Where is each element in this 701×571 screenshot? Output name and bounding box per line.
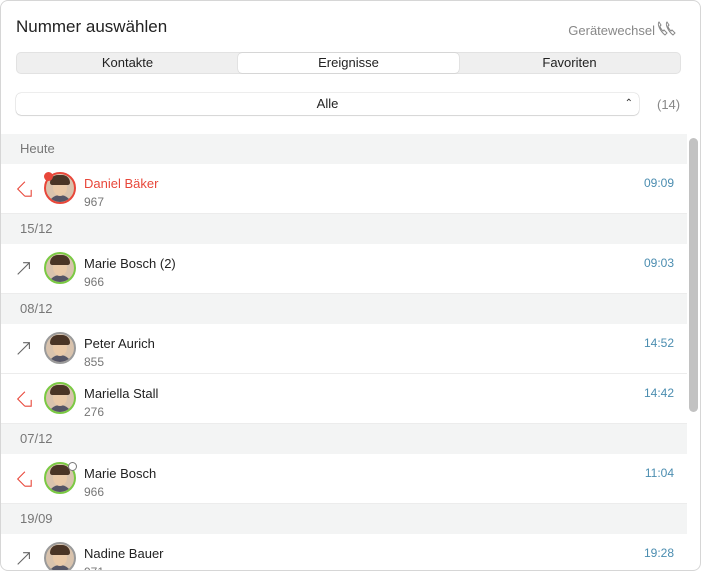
list-item[interactable]: Peter Aurich 855 14:52 — [1, 324, 687, 374]
list-item[interactable]: Marie Bosch 966 11:04 — [1, 454, 687, 504]
section-header: 19/09 — [1, 504, 687, 534]
event-list: Heute Daniel Bäker 967 09:09 15/12 Marie … — [1, 134, 687, 570]
contact-name: Peter Aurich — [84, 336, 155, 351]
phone-handover-icon — [657, 21, 676, 36]
call-time: 14:42 — [643, 386, 674, 400]
event-count: (14) — [657, 97, 681, 112]
tab-bar: Kontakte Ereignisse Favoriten — [16, 52, 681, 74]
page-title: Nummer auswählen — [16, 17, 168, 36]
call-time: 19:28 — [643, 546, 674, 560]
scrollbar-thumb[interactable] — [689, 138, 698, 412]
missed-call-icon — [16, 181, 32, 197]
missed-badge-icon — [44, 172, 53, 181]
call-time: 14:52 — [643, 336, 674, 350]
contact-number: 966 — [84, 485, 105, 499]
call-time: 09:03 — [643, 256, 674, 270]
missed-call-icon — [16, 471, 32, 487]
filter-value: Alle — [316, 96, 339, 111]
outgoing-call-icon — [17, 262, 30, 275]
contact-name: Marie Bosch (2) — [84, 256, 176, 271]
chevron-updown-icon: ⌃ — [624, 98, 633, 109]
avatar — [44, 542, 76, 570]
contact-number: 966 — [84, 275, 105, 289]
section-header: 07/12 — [1, 424, 687, 454]
list-item[interactable]: Nadine Bauer 971 19:28 — [1, 534, 687, 570]
contact-number: 276 — [84, 405, 105, 419]
avatar — [44, 252, 76, 284]
section-header: 15/12 — [1, 214, 687, 244]
outgoing-call-icon — [17, 342, 30, 355]
list-item[interactable]: Daniel Bäker 967 09:09 — [1, 164, 687, 214]
contact-number: 971 — [84, 565, 104, 570]
call-time: 09:09 — [643, 176, 674, 190]
list-item[interactable]: Marie Bosch (2) 966 09:03 — [1, 244, 687, 294]
tab-ereignisse[interactable]: Ereignisse — [238, 53, 459, 73]
contact-name: Marie Bosch — [84, 466, 157, 481]
contact-name: Mariella Stall — [84, 386, 159, 401]
contact-name: Nadine Bauer — [84, 546, 164, 561]
avatar — [44, 172, 76, 204]
contact-number: 855 — [84, 355, 105, 369]
missed-call-icon — [16, 391, 32, 407]
outgoing-call-icon — [17, 552, 30, 565]
call-time: 11:04 — [644, 466, 674, 480]
section-header: 08/12 — [1, 294, 687, 324]
avatar — [44, 382, 76, 414]
contact-name: Daniel Bäker — [84, 176, 159, 191]
avatar — [44, 332, 76, 364]
contact-number: 967 — [84, 195, 105, 209]
tab-kontakte[interactable]: Kontakte — [101, 55, 154, 70]
filter-select[interactable]: Alle ⌃ — [16, 93, 639, 115]
section-header: Heute — [1, 134, 687, 164]
device-switch-label: Gerätewechsel — [568, 22, 655, 38]
status-away-icon — [68, 462, 77, 471]
device-switch-button[interactable]: Gerätewechsel — [568, 20, 678, 40]
tab-favoriten[interactable]: Favoriten — [542, 55, 597, 70]
list-item[interactable]: Mariella Stall 276 14:42 — [1, 374, 687, 424]
